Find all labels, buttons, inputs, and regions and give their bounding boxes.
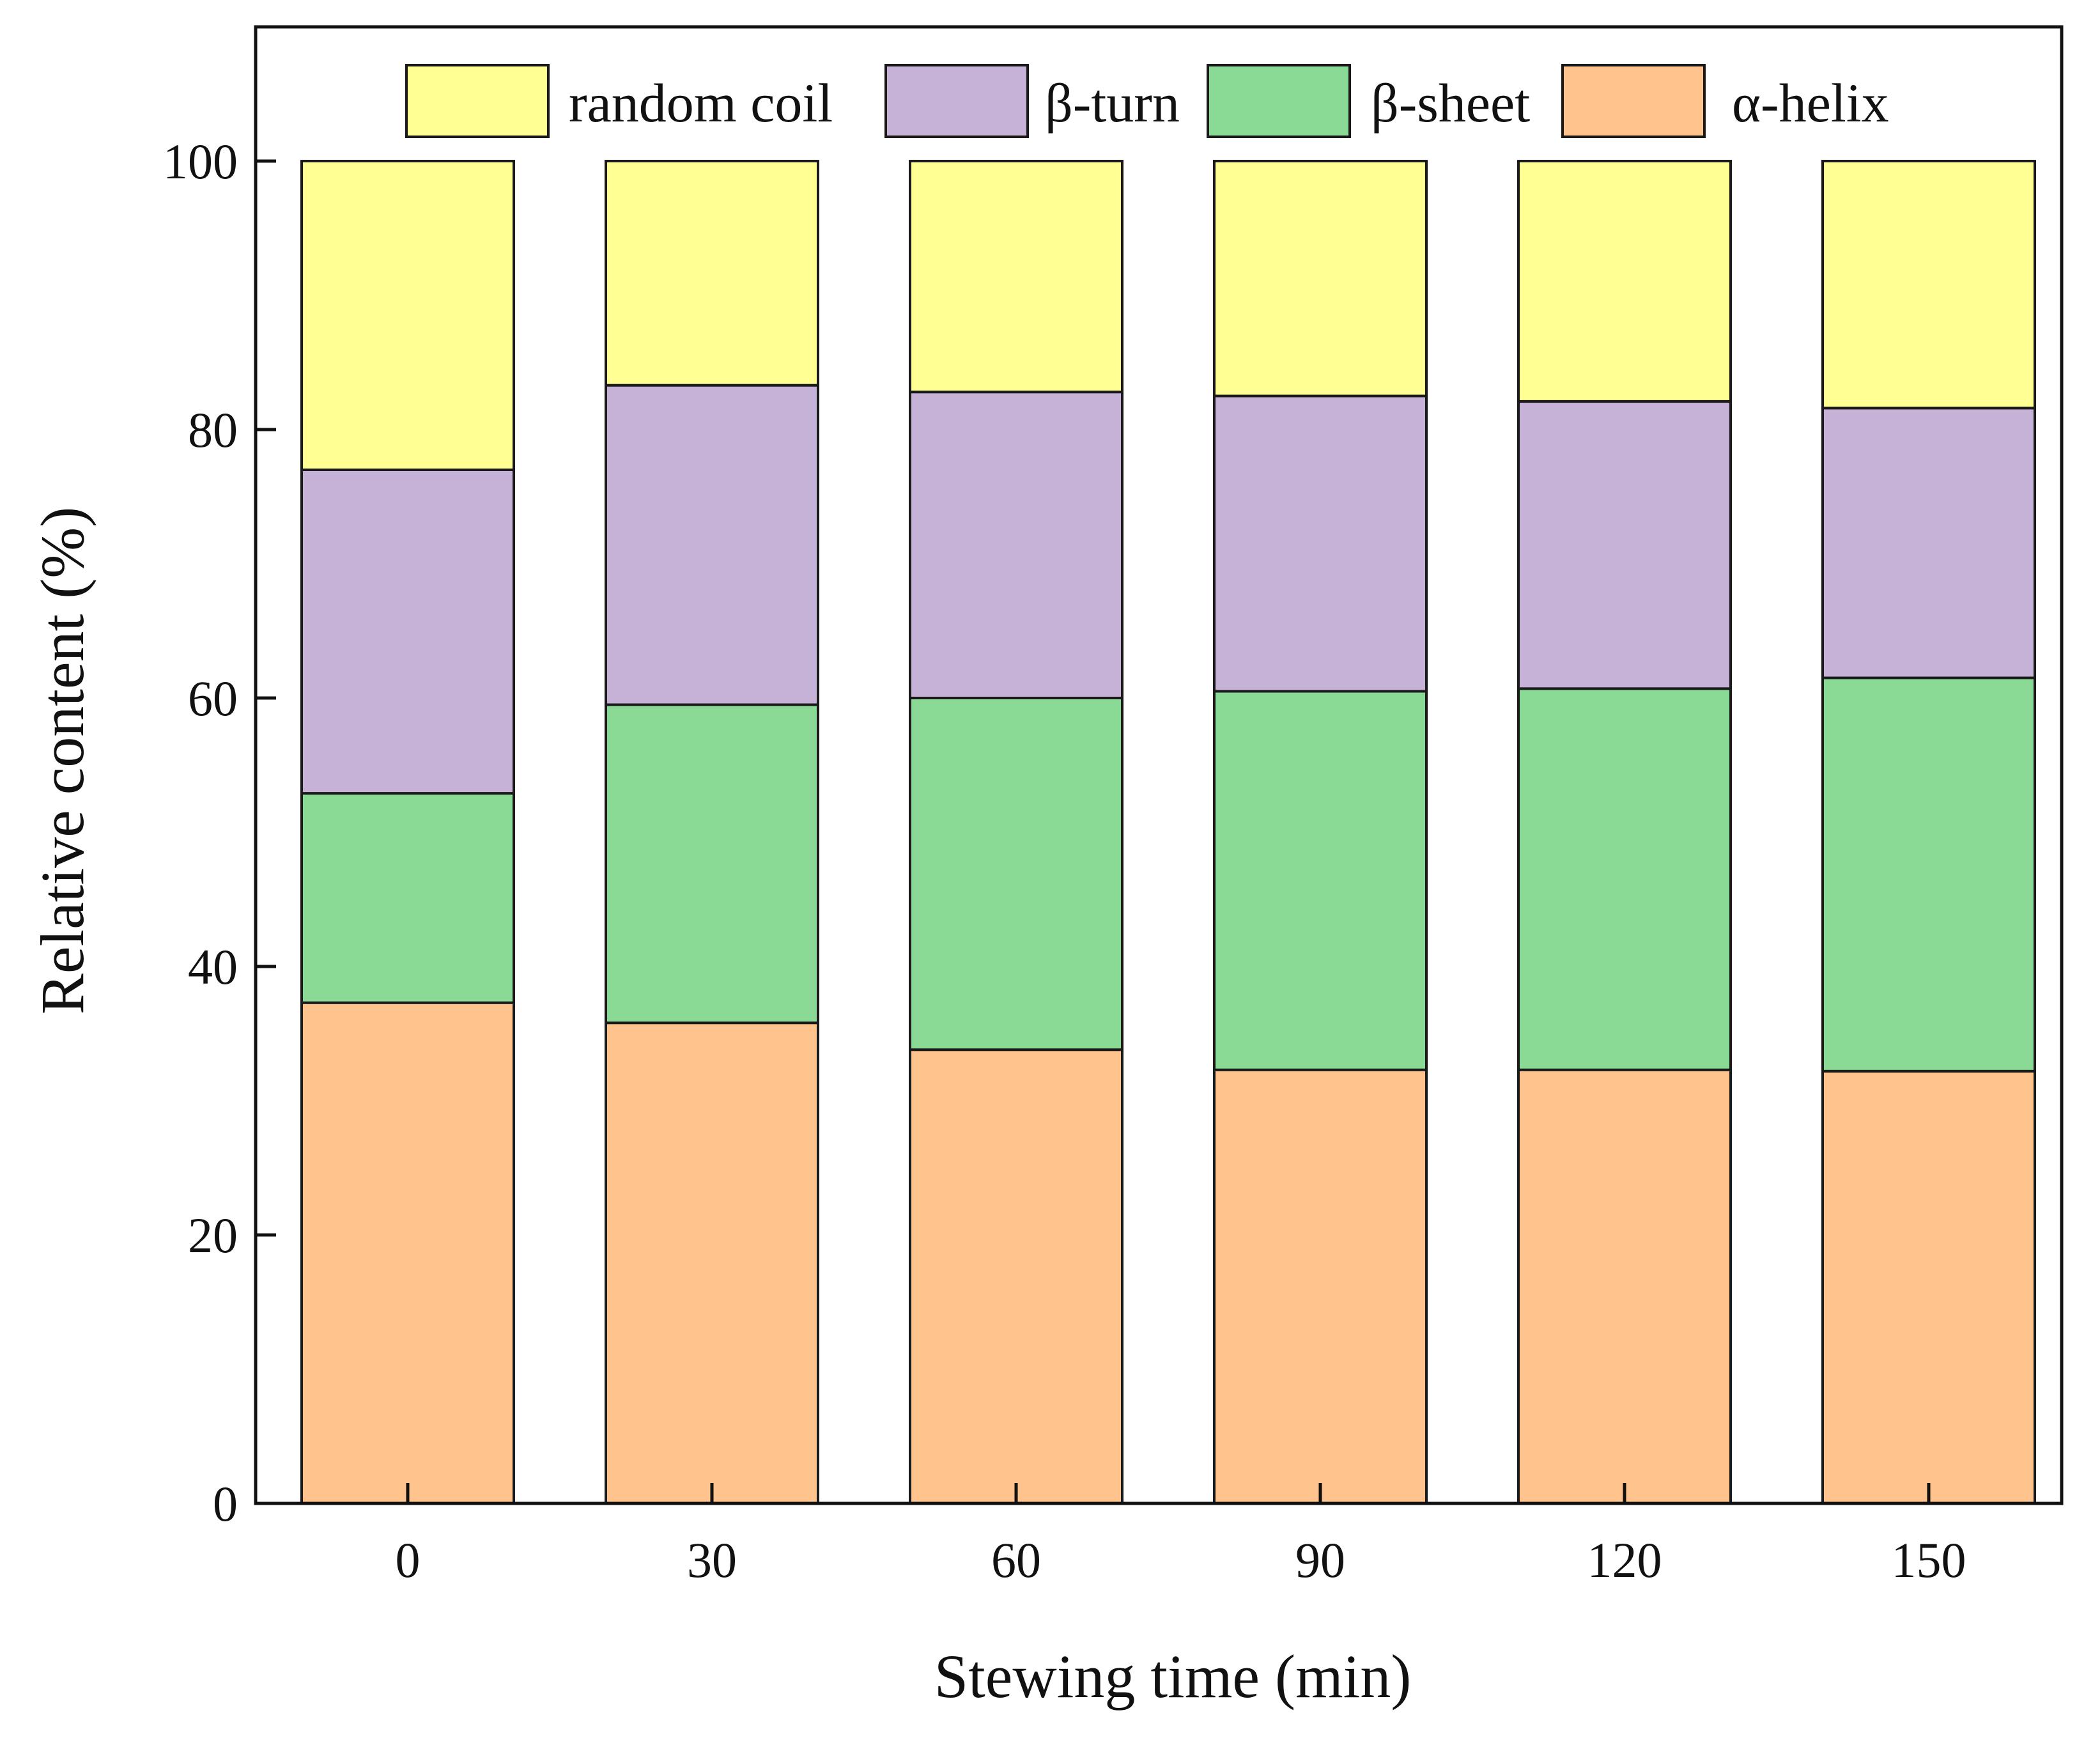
bar-segment-random-coil-0 [300, 160, 515, 471]
bar-segment-β-sheet-150 [1821, 676, 2036, 1073]
legend-label-random-coil: random coil [569, 72, 833, 134]
y-tick-label-60: 60 [188, 671, 238, 726]
bar-segment-β-sheet-120 [1517, 687, 1732, 1071]
x-tick-label-120: 120 [1587, 1532, 1662, 1588]
y-tick-label-80: 80 [188, 402, 238, 458]
bar-segment-β-turn-120 [1517, 400, 1732, 690]
x-tick-label-60: 60 [991, 1532, 1041, 1588]
legend-label-β-turn: β-turn [1045, 72, 1180, 134]
bar-segment-random-coil-90 [1213, 160, 1428, 398]
bar-segment-α-helix-60 [909, 1048, 1123, 1505]
legend: random coil β-turn β-sheet α-helix [405, 64, 1889, 138]
bar-segment-α-helix-120 [1517, 1068, 1732, 1505]
legend-swatch-random-coil [405, 64, 550, 138]
bar-segment-β-turn-30 [605, 384, 819, 706]
legend-label-β-sheet: β-sheet [1371, 72, 1530, 134]
bar-segment-β-sheet-90 [1213, 690, 1428, 1071]
bar-segment-α-helix-150 [1821, 1069, 2036, 1505]
y-tick-label-100: 100 [163, 134, 238, 189]
bar-segment-random-coil-30 [605, 160, 819, 387]
bar-segment-β-turn-150 [1821, 407, 2036, 679]
bar-segment-β-turn-0 [300, 469, 515, 795]
bar-segment-random-coil-60 [909, 160, 1123, 394]
bar-segment-β-turn-90 [1213, 394, 1428, 693]
bar-segment-α-helix-30 [605, 1021, 819, 1505]
y-tick-label-40: 40 [188, 939, 238, 995]
y-axis-title: Relative content (%) [28, 507, 97, 1014]
y-tick-label-20: 20 [188, 1207, 238, 1263]
legend-label-α-helix: α-helix [1732, 72, 1889, 134]
legend-swatch-β-turn [884, 64, 1029, 138]
axes: 0 20 40 60 80 100 0 30 60 90 120 150 [163, 25, 2064, 1588]
bar-segment-α-helix-90 [1213, 1068, 1428, 1505]
bar-segment-β-sheet-30 [605, 703, 819, 1025]
bar-segment-random-coil-150 [1821, 160, 2036, 410]
bar-segment-β-sheet-60 [909, 697, 1123, 1051]
bar-segment-β-sheet-0 [300, 792, 515, 1004]
plot-frame [254, 25, 2064, 1505]
bar-segment-β-turn-60 [909, 391, 1123, 699]
x-axis-title: Stewing time (min) [934, 1642, 1412, 1711]
legend-swatch-β-sheet [1207, 64, 1351, 138]
legend-swatch-α-helix [1561, 64, 1706, 138]
x-tick-label-30: 30 [687, 1532, 737, 1588]
y-tick-label-0: 0 [213, 1476, 238, 1532]
bar-segment-random-coil-120 [1517, 160, 1732, 403]
x-tick-label-0: 0 [396, 1532, 421, 1588]
x-tick-label-90: 90 [1295, 1532, 1345, 1588]
bar-segment-α-helix-0 [300, 1001, 515, 1505]
x-tick-label-150: 150 [1892, 1532, 1966, 1588]
bar-area [300, 160, 2036, 1505]
